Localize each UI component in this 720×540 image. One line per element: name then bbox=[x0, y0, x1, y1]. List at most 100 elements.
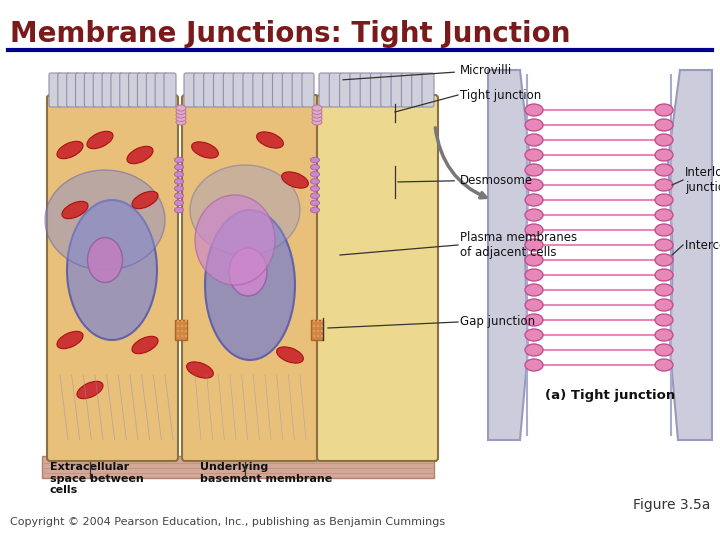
Ellipse shape bbox=[176, 109, 186, 114]
Ellipse shape bbox=[312, 105, 322, 111]
Ellipse shape bbox=[655, 269, 673, 281]
Ellipse shape bbox=[174, 193, 184, 199]
FancyBboxPatch shape bbox=[360, 73, 372, 107]
Bar bbox=[185, 330, 187, 332]
Bar bbox=[488, 70, 712, 440]
FancyBboxPatch shape bbox=[317, 95, 438, 461]
Bar bbox=[181, 335, 183, 337]
Ellipse shape bbox=[176, 119, 186, 125]
Ellipse shape bbox=[174, 157, 184, 163]
Ellipse shape bbox=[525, 269, 543, 281]
Ellipse shape bbox=[655, 284, 673, 296]
Bar bbox=[311, 320, 323, 340]
Bar bbox=[177, 330, 179, 332]
Bar bbox=[317, 325, 319, 327]
FancyBboxPatch shape bbox=[120, 73, 132, 107]
Ellipse shape bbox=[525, 344, 543, 356]
Bar bbox=[185, 325, 187, 327]
Ellipse shape bbox=[655, 329, 673, 341]
Ellipse shape bbox=[57, 332, 83, 349]
Bar bbox=[181, 325, 183, 327]
FancyBboxPatch shape bbox=[302, 73, 314, 107]
FancyBboxPatch shape bbox=[111, 73, 123, 107]
Bar bbox=[321, 325, 323, 327]
Ellipse shape bbox=[174, 179, 184, 184]
FancyBboxPatch shape bbox=[292, 73, 304, 107]
FancyBboxPatch shape bbox=[138, 73, 150, 107]
FancyBboxPatch shape bbox=[67, 73, 78, 107]
Ellipse shape bbox=[176, 116, 186, 122]
Ellipse shape bbox=[525, 194, 543, 206]
Ellipse shape bbox=[176, 105, 186, 111]
FancyBboxPatch shape bbox=[263, 73, 274, 107]
Bar bbox=[313, 335, 315, 337]
FancyBboxPatch shape bbox=[214, 73, 225, 107]
Ellipse shape bbox=[229, 248, 267, 296]
Ellipse shape bbox=[655, 209, 673, 221]
FancyBboxPatch shape bbox=[253, 73, 265, 107]
Ellipse shape bbox=[655, 104, 673, 116]
Polygon shape bbox=[668, 70, 712, 440]
Ellipse shape bbox=[310, 186, 320, 191]
Ellipse shape bbox=[310, 179, 320, 184]
Ellipse shape bbox=[195, 195, 275, 285]
Text: Membrane Junctions: Tight Junction: Membrane Junctions: Tight Junction bbox=[10, 20, 570, 48]
FancyBboxPatch shape bbox=[58, 73, 70, 107]
Ellipse shape bbox=[525, 164, 543, 176]
Ellipse shape bbox=[525, 314, 543, 326]
FancyBboxPatch shape bbox=[412, 73, 423, 107]
Text: Intercellular space: Intercellular space bbox=[685, 239, 720, 252]
Ellipse shape bbox=[525, 134, 543, 146]
FancyBboxPatch shape bbox=[164, 73, 176, 107]
FancyBboxPatch shape bbox=[194, 73, 206, 107]
FancyBboxPatch shape bbox=[422, 73, 434, 107]
FancyBboxPatch shape bbox=[402, 73, 413, 107]
FancyBboxPatch shape bbox=[350, 73, 362, 107]
Bar bbox=[185, 335, 187, 337]
Ellipse shape bbox=[190, 165, 300, 255]
Ellipse shape bbox=[525, 209, 543, 221]
Ellipse shape bbox=[176, 112, 186, 118]
FancyBboxPatch shape bbox=[391, 73, 403, 107]
Ellipse shape bbox=[77, 381, 103, 399]
Text: Tight junction: Tight junction bbox=[460, 89, 541, 102]
Ellipse shape bbox=[655, 134, 673, 146]
Ellipse shape bbox=[57, 141, 83, 159]
Polygon shape bbox=[488, 70, 530, 440]
Ellipse shape bbox=[310, 200, 320, 206]
Ellipse shape bbox=[45, 170, 165, 270]
Bar bbox=[321, 330, 323, 332]
Ellipse shape bbox=[655, 359, 673, 371]
Bar bbox=[313, 325, 315, 327]
FancyBboxPatch shape bbox=[204, 73, 216, 107]
Ellipse shape bbox=[525, 104, 543, 116]
Bar bbox=[185, 320, 187, 322]
FancyBboxPatch shape bbox=[49, 73, 61, 107]
Ellipse shape bbox=[312, 119, 322, 125]
Bar bbox=[181, 320, 183, 322]
Ellipse shape bbox=[655, 314, 673, 326]
Ellipse shape bbox=[655, 344, 673, 356]
Ellipse shape bbox=[525, 284, 543, 296]
Ellipse shape bbox=[312, 109, 322, 114]
FancyBboxPatch shape bbox=[84, 73, 96, 107]
Ellipse shape bbox=[87, 131, 113, 148]
Ellipse shape bbox=[655, 299, 673, 311]
Ellipse shape bbox=[67, 200, 157, 340]
Ellipse shape bbox=[192, 142, 218, 158]
Ellipse shape bbox=[174, 207, 184, 213]
FancyBboxPatch shape bbox=[102, 73, 114, 107]
FancyBboxPatch shape bbox=[272, 73, 284, 107]
Bar bbox=[321, 335, 323, 337]
Ellipse shape bbox=[655, 254, 673, 266]
Text: Interlocking
junctional proteins: Interlocking junctional proteins bbox=[685, 166, 720, 194]
FancyBboxPatch shape bbox=[381, 73, 393, 107]
Ellipse shape bbox=[525, 224, 543, 236]
Bar bbox=[317, 320, 319, 322]
Ellipse shape bbox=[525, 254, 543, 266]
Text: Desmosome: Desmosome bbox=[397, 173, 533, 186]
Ellipse shape bbox=[312, 116, 322, 122]
Bar bbox=[177, 335, 179, 337]
Ellipse shape bbox=[655, 164, 673, 176]
Text: (a) Tight junction: (a) Tight junction bbox=[545, 388, 675, 402]
